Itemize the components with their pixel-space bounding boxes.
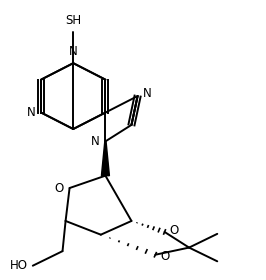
Text: O: O [160, 249, 169, 263]
Text: N: N [69, 45, 78, 58]
Text: HO: HO [10, 259, 28, 272]
Text: SH: SH [65, 15, 81, 27]
Text: O: O [55, 181, 64, 195]
Text: N: N [143, 87, 152, 101]
Text: N: N [91, 135, 100, 148]
Polygon shape [101, 141, 109, 176]
Text: O: O [169, 224, 178, 237]
Text: N: N [27, 106, 36, 119]
